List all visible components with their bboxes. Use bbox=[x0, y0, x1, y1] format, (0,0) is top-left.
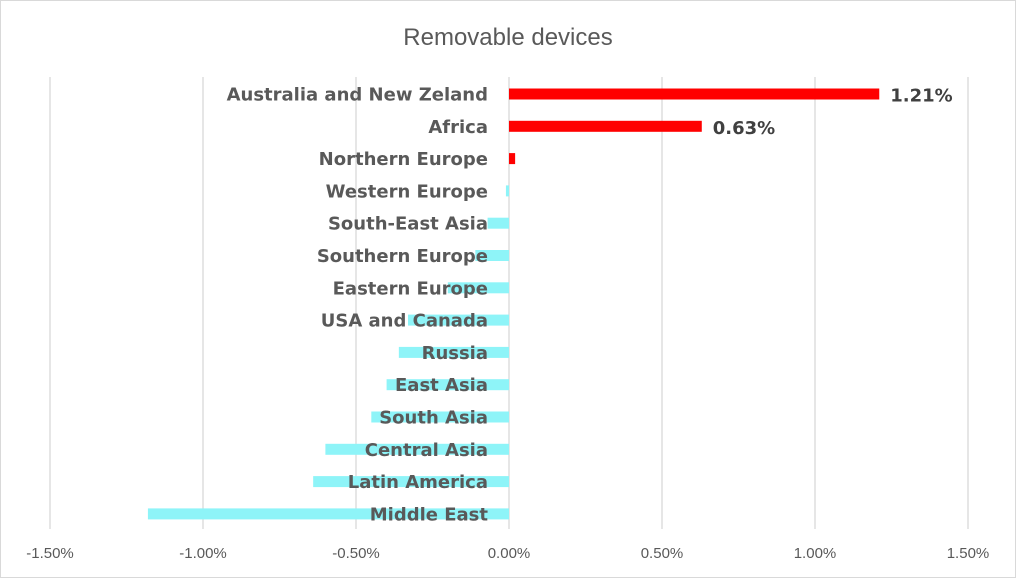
bar bbox=[509, 120, 702, 132]
category-label: Central Asia bbox=[365, 440, 488, 461]
bar bbox=[147, 508, 510, 520]
bar bbox=[447, 282, 509, 294]
x-tick-label: -0.50% bbox=[332, 545, 380, 562]
x-tick-label: 0.00% bbox=[488, 545, 531, 562]
bar bbox=[371, 411, 509, 423]
tick-layer: -1.50% -1.00% -0.50% 0.00% 0.50% 1.00% 1.50% bbox=[26, 545, 989, 562]
bar bbox=[398, 346, 509, 358]
category-label: East Asia bbox=[395, 375, 488, 396]
chart-title: Removable devices bbox=[403, 24, 612, 51]
data-label: 1.21% bbox=[890, 86, 952, 107]
category-label: South-East Asia bbox=[328, 214, 488, 235]
x-tick-label: 1.00% bbox=[794, 545, 837, 562]
category-label: Africa bbox=[428, 117, 488, 138]
data-label: 0.63% bbox=[713, 118, 775, 139]
category-label: South Asia bbox=[379, 408, 488, 429]
x-tick-label: 0.50% bbox=[641, 545, 684, 562]
category-label: Australia and New Zeland bbox=[227, 85, 488, 106]
bar bbox=[325, 443, 509, 455]
x-tick-label: -1.00% bbox=[179, 545, 227, 562]
category-label: Southern Europe bbox=[317, 246, 488, 267]
category-label: Northern Europe bbox=[319, 149, 488, 170]
grid-layer bbox=[49, 77, 969, 529]
category-label: USA and Canada bbox=[321, 311, 488, 332]
x-tick-label: 1.50% bbox=[947, 545, 990, 562]
x-tick-label: -1.50% bbox=[26, 545, 74, 562]
bar bbox=[408, 314, 509, 326]
bar bbox=[313, 476, 509, 488]
bar bbox=[386, 379, 509, 391]
bar bbox=[509, 88, 880, 100]
category-label: Western Europe bbox=[326, 181, 488, 202]
bar bbox=[475, 250, 509, 261]
category-label: Latin America bbox=[348, 472, 488, 493]
category-label: Eastern Europe bbox=[333, 278, 488, 299]
bar bbox=[487, 217, 509, 229]
bar bbox=[509, 153, 516, 165]
category-label: Russia bbox=[422, 343, 488, 364]
bar-layer bbox=[147, 88, 880, 520]
category-label: Middle East bbox=[370, 504, 489, 525]
label-layer: Australia and New Zeland 1.21% Africa 0.63%… bbox=[227, 85, 953, 526]
bar bbox=[505, 185, 509, 197]
